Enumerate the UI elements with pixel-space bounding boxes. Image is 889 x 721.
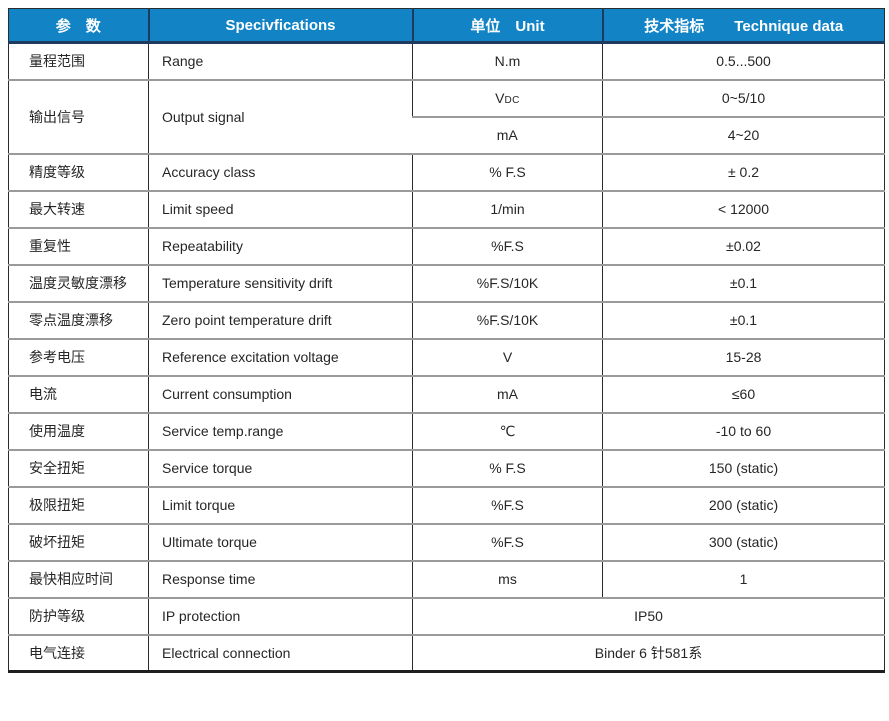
spec-table-header: 参 数 Specivfications 单位 Unit 技术指标 Techniq… — [8, 8, 885, 44]
spec-en-cell: Ultimate torque — [148, 522, 413, 561]
table-row: 安全扭矩 Service torque% F.S 150 (static) — [8, 448, 885, 487]
param-cn-cell: 安全扭矩 — [8, 448, 149, 487]
param-cn-cell: 破坏扭矩 — [8, 522, 149, 561]
param-cn-cell: 零点温度漂移 — [8, 300, 149, 339]
param-cn-cell: 使用温度 — [8, 411, 149, 450]
unit-cell: V — [412, 337, 603, 376]
spec-en-cell: Temperature sensitivity drift — [148, 263, 413, 302]
unit-cell: % F.S — [412, 448, 603, 487]
spec-en-cell: Limit speed — [148, 189, 413, 228]
spec-en-cell: Zero point temperature drift — [148, 300, 413, 339]
table-row: 输出信号 Output signal VDC 0~5/10 — [8, 78, 885, 154]
spec-en-cell: Current consumption — [148, 374, 413, 413]
value-cell: ±0.1 — [602, 263, 885, 302]
table-row: 量程范围 Range N.m 0.5...500 — [8, 41, 885, 80]
unit-cell: ℃ — [412, 411, 603, 450]
unit-cell: VDC — [412, 78, 603, 117]
spec-en-cell: IP protection — [148, 596, 413, 635]
table-row: 重复性 Repeatability %F.S ±0.02 — [8, 226, 885, 265]
value-cell: ≤60 — [602, 374, 885, 413]
spec-en-cell: Service temp.range — [148, 411, 413, 450]
value-cell: -10 to 60 — [602, 411, 885, 450]
spec-en-cell: Reference excitation voltage — [148, 337, 413, 376]
header-technique-data: 技术指标 Technique data — [601, 8, 885, 44]
spec-en-cell: Service torque — [148, 448, 413, 487]
merged-value-cell: Binder 6 针581系 — [412, 633, 885, 672]
table-row: 防护等级 IP protection IP50 — [8, 596, 885, 635]
unit-cell: mA — [412, 115, 603, 154]
spec-en-cell: Accuracy class — [148, 152, 413, 191]
table-row: 零点温度漂移 Zero point temperature drift %F.S/1… — [8, 300, 885, 339]
value-cell: 15-28 — [602, 337, 885, 376]
unit-cell: %F.S — [412, 522, 603, 561]
table-row: 电流 Current consumption mA ≤60 — [8, 374, 885, 413]
unit-cell: % F.S — [412, 152, 603, 191]
spec-en-cell: Output signal — [148, 78, 413, 154]
unit-cell: N.m — [412, 41, 603, 80]
param-cn-cell: 电气连接 — [8, 633, 149, 672]
unit-cell: %F.S — [412, 226, 603, 265]
unit-cell: ms — [412, 559, 603, 598]
unit-cell: 1/min — [412, 189, 603, 228]
value-cell: 4~20 — [602, 115, 885, 154]
unit-cell: %F.S — [412, 485, 603, 524]
unit-subscript: DC — [504, 95, 520, 106]
header-param: 参 数 — [8, 8, 149, 44]
param-cn-cell: 最快相应时间 — [8, 559, 149, 598]
table-row: 电气连接 Electrical connection Binder 6 针581系 — [8, 633, 885, 672]
table-row: 最大转速 Limit speed 1/min < 12000 — [8, 189, 885, 228]
header-row: 参 数 Specivfications 单位 Unit 技术指标 Techniq… — [8, 8, 885, 44]
value-cell: 0~5/10 — [602, 78, 885, 117]
value-cell: 1 — [602, 559, 885, 598]
value-cell: ±0.02 — [602, 226, 885, 265]
param-cn-cell: 重复性 — [8, 226, 149, 265]
value-cell: 200 (static) — [602, 485, 885, 524]
param-cn-cell: 最大转速 — [8, 189, 149, 228]
spec-en-cell: Response time — [148, 559, 413, 598]
value-cell: ±0.1 — [602, 300, 885, 339]
table-row: 破坏扭矩 Ultimate torque %F.S 300 (static) — [8, 522, 885, 561]
spec-en-cell: Repeatability — [148, 226, 413, 265]
unit-cell: %F.S/10K — [412, 263, 603, 302]
table-row: 参考电压 Reference excitation voltage V 15-28 — [8, 337, 885, 376]
spec-table: 参 数 Specivfications 单位 Unit 技术指标 Techniq… — [8, 8, 885, 673]
param-cn-cell: 精度等级 — [8, 152, 149, 191]
table-row: 最快相应时间 Response time ms 1 — [8, 559, 885, 598]
value-cell: 0.5...500 — [602, 41, 885, 80]
param-cn-cell: 电流 — [8, 374, 149, 413]
spec-en-cell: Limit torque — [148, 485, 413, 524]
table-row: mA 4~20 — [9, 115, 885, 154]
value-cell: 150 (static) — [602, 448, 885, 487]
value-cell: ± 0.2 — [602, 152, 885, 191]
param-cn-cell: 输出信号 — [8, 78, 149, 154]
value-cell: < 12000 — [602, 189, 885, 228]
table-row: 极限扭矩 Limit torque %F.S 200 (static) — [8, 485, 885, 524]
spec-table-body: 量程范围 Range N.m 0.5...500 输出信号 Output signal VD… — [8, 41, 885, 672]
unit-cell: %F.S/10K — [412, 300, 603, 339]
table-row: 精度等级 Accuracy class% F.S ± 0.2 — [8, 152, 885, 191]
spec-en-cell: Range — [148, 41, 413, 80]
header-unit: 单位 Unit — [411, 8, 603, 44]
unit-cell: mA — [412, 374, 603, 413]
param-cn-cell: 温度灵敏度漂移 — [8, 263, 149, 302]
param-cn-cell: 防护等级 — [8, 596, 149, 635]
param-cn-cell: 参考电压 — [8, 337, 149, 376]
header-specifications: Specivfications — [147, 8, 413, 44]
spec-en-cell: Electrical connection — [148, 633, 413, 672]
table-row: 使用温度 Service temp.range ℃ -10 to 60 — [8, 411, 885, 450]
param-cn-cell: 量程范围 — [8, 41, 149, 80]
merged-value-cell: IP50 — [412, 596, 885, 635]
value-cell: 300 (static) — [602, 522, 885, 561]
table-row: 温度灵敏度漂移 Temperature sensitivity drift %F.S… — [8, 263, 885, 302]
param-cn-cell: 极限扭矩 — [8, 485, 149, 524]
